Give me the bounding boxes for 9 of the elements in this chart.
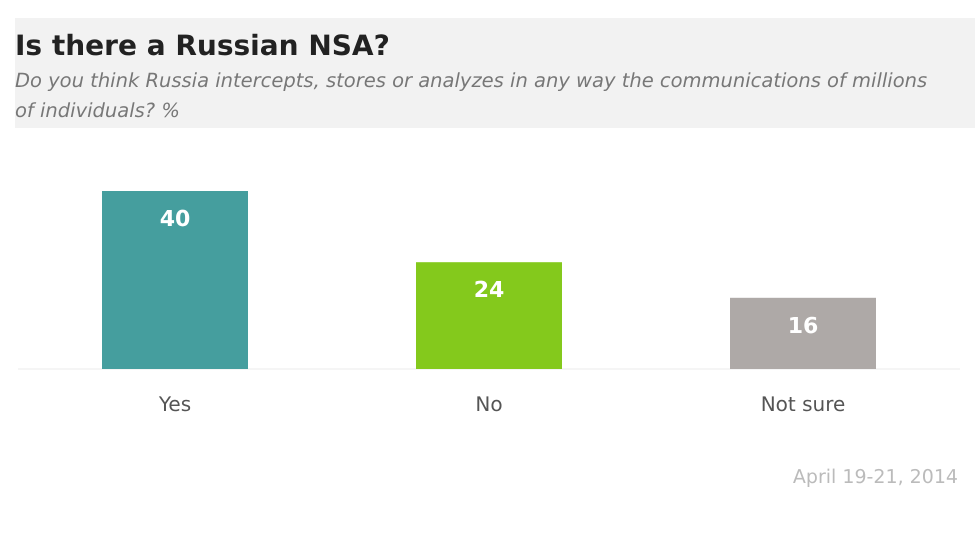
data-label: 24	[474, 278, 504, 304]
data-label: 40	[160, 207, 190, 232]
text: April 19-21, 2014	[792, 466, 958, 488]
x-tick-label: Not sure	[760, 392, 846, 416]
data-label: 16	[788, 314, 818, 339]
x-tick-label: No	[475, 392, 503, 416]
x-tick-label: Yes	[158, 392, 192, 416]
chart-subtitle: Do you think Russia intercepts, stores or analyzes in any way the communications of millions of individuals? %	[15, 69, 928, 122]
chart-title: Is there a Russian NSA?	[15, 29, 390, 62]
